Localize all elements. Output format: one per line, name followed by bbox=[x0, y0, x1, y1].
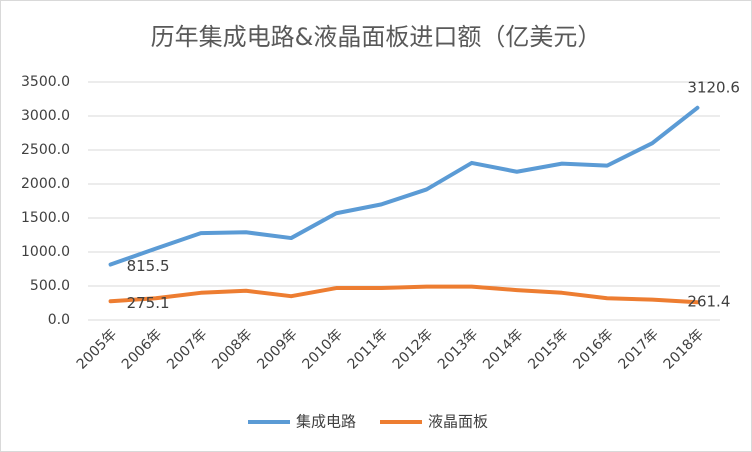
legend-label: 集成电路 bbox=[296, 413, 356, 431]
data-label: 275.1 bbox=[127, 294, 170, 312]
chart-title: 历年集成电路&液晶面板进口额（亿美元） bbox=[151, 23, 602, 51]
y-tick-label: 0.0 bbox=[48, 312, 70, 328]
y-tick-label: 1000.0 bbox=[21, 244, 70, 260]
data-label: 261.4 bbox=[687, 293, 730, 311]
legend-label: 液晶面板 bbox=[428, 413, 488, 431]
y-tick-label: 1500.0 bbox=[21, 210, 70, 226]
y-tick-label: 3000.0 bbox=[21, 108, 70, 124]
y-tick-label: 3500.0 bbox=[21, 74, 70, 90]
y-tick-label: 2000.0 bbox=[21, 176, 70, 192]
series-line bbox=[108, 284, 700, 305]
y-tick-label: 500.0 bbox=[30, 278, 70, 294]
data-label: 3120.6 bbox=[687, 78, 740, 96]
series-line bbox=[108, 105, 700, 267]
data-label: 815.5 bbox=[127, 257, 170, 275]
y-tick-label: 2500.0 bbox=[21, 142, 70, 158]
